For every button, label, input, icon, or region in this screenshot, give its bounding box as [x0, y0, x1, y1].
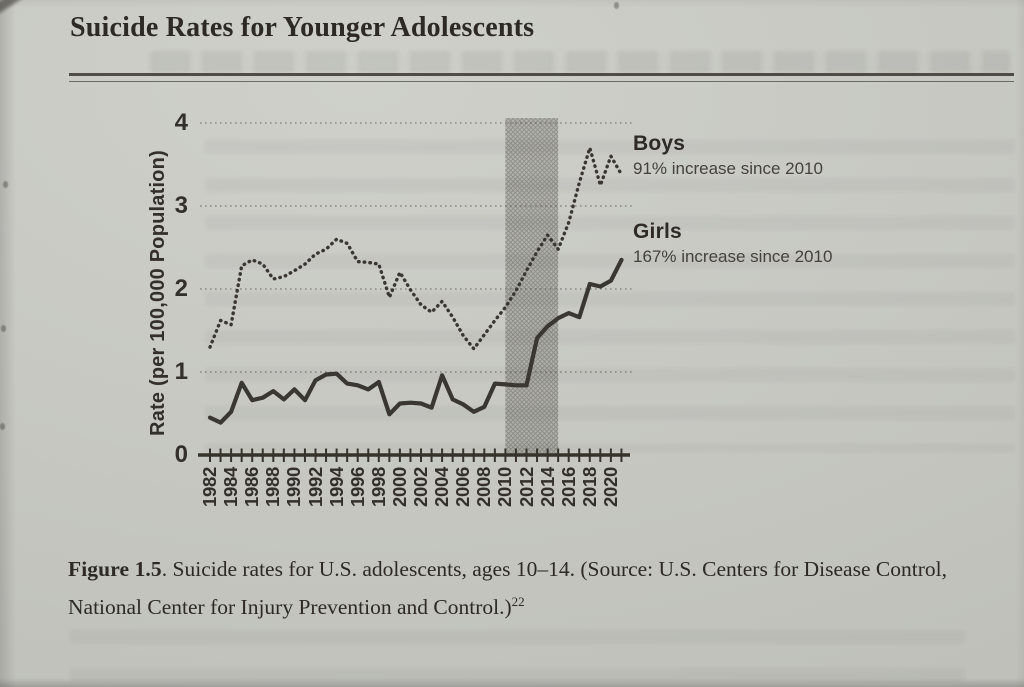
- photo-speck: [0, 423, 5, 430]
- x-axis-tick-label-2010: 2010: [494, 467, 516, 507]
- figure-caption-footnote-marker: 22: [511, 593, 525, 609]
- x-axis-tick-label-1990: 1990: [283, 467, 305, 507]
- x-axis-tick-label-1992: 1992: [304, 467, 326, 507]
- bleed-through-heading-artifact: [150, 51, 1010, 73]
- figure-caption-text: . Suicide rates for U.S. adolescents, ag…: [68, 557, 947, 619]
- figure-caption-label: Figure 1.5: [68, 557, 162, 581]
- photo-speck: [614, 2, 619, 9]
- y-axis-tick-label-4: 4: [174, 109, 188, 136]
- x-axis-tick-label-2006: 2006: [452, 467, 474, 507]
- x-axis-tick-label-1998: 1998: [367, 467, 389, 507]
- legend-boys: Boys 91% increase since 2010: [633, 132, 973, 179]
- y-axis-tick-label-3: 3: [174, 192, 188, 219]
- legend-girls-label: Girls: [633, 220, 682, 243]
- x-axis-tick-label-1984: 1984: [220, 467, 242, 507]
- legend-boys-label: Boys: [633, 132, 686, 155]
- x-axis-tick-label-1986: 1986: [241, 467, 263, 507]
- x-axis-tick-label-2004: 2004: [431, 467, 453, 507]
- x-axis-tick-label-2018: 2018: [578, 467, 600, 507]
- x-axis-tick-label-2012: 2012: [515, 467, 537, 507]
- photo-speck: [3, 181, 8, 188]
- x-axis-tick-label-2000: 2000: [388, 467, 410, 507]
- legend-boys-annotation: 91% increase since 2010: [633, 159, 823, 178]
- y-axis-tick-label-1: 1: [174, 358, 188, 385]
- x-axis-tick-label-1982: 1982: [199, 467, 220, 507]
- photo-speck: [1, 325, 6, 332]
- x-axis-tick-label-2008: 2008: [473, 467, 495, 507]
- chart-plot: [198, 118, 632, 462]
- y-axis-tick-label-0: 0: [174, 441, 188, 468]
- x-axis-tick-label-2002: 2002: [410, 467, 431, 507]
- shaded-band-hatch: [505, 118, 559, 455]
- x-axis-tick-label-2016: 2016: [557, 467, 579, 507]
- title-rule: [69, 73, 1014, 82]
- legend-girls: Girls 167% increase since 2010: [633, 220, 973, 267]
- x-axis-tick-label-2020: 2020: [599, 467, 621, 507]
- figure-caption: Figure 1.5. Suicide rates for U.S. adole…: [68, 551, 976, 626]
- x-axis-tick-label-1994: 1994: [325, 467, 347, 507]
- x-axis-tick-label-2014: 2014: [536, 467, 558, 507]
- photo-corner-artifact: [0, 0, 26, 15]
- bleed-through-text-artifact: [70, 630, 965, 684]
- x-axis-tick-label-1988: 1988: [262, 467, 284, 507]
- series-line-boys: [208, 146, 624, 351]
- figure-title: Suicide Rates for Younger Adolescents: [70, 12, 535, 43]
- x-axis-tick-label-1996: 1996: [346, 467, 368, 507]
- y-axis-tick-label-2: 2: [174, 275, 188, 302]
- series-line-girls: [207, 257, 624, 425]
- legend-girls-annotation: 167% increase since 2010: [633, 247, 833, 266]
